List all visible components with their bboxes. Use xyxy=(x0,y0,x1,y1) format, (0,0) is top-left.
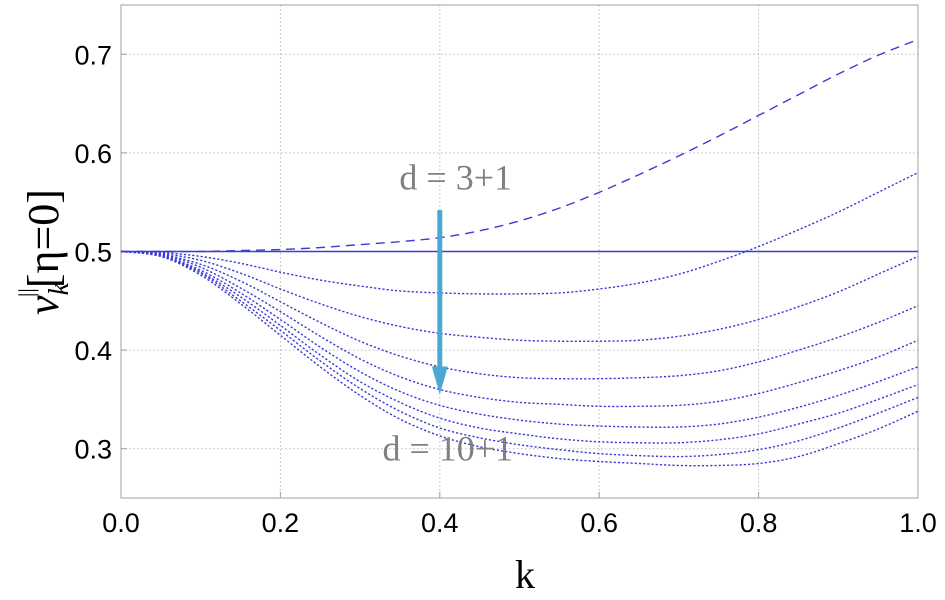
x-tick-label-4: 0.8 xyxy=(740,508,778,538)
y-axis-label-sub: k xyxy=(44,282,75,295)
y-axis-label-base: ν xyxy=(19,295,68,315)
x-tick-label-5: 1.0 xyxy=(899,508,937,538)
series-line-d10 xyxy=(120,250,919,458)
svg-text:νk||[η=0]: νk ||[η=0] xyxy=(14,189,75,315)
y-axis-label-bracket: [η=0] xyxy=(19,189,68,288)
annotation-1: d = 10+1 xyxy=(382,429,513,469)
x-tick-label-2: 0.4 xyxy=(421,508,459,538)
series-line-d11 xyxy=(120,250,919,467)
x-tick-label-0: 0.0 xyxy=(102,508,140,538)
y-axis-label-sup: || xyxy=(14,288,39,297)
y-tick-label-0: 0.3 xyxy=(74,435,112,465)
arrow-head xyxy=(431,366,448,395)
annotations: d = 3+1 d = 10+1 xyxy=(382,158,513,469)
x-axis-label: k xyxy=(515,552,535,597)
y-tick-label-2: 0.5 xyxy=(74,238,112,268)
arrow-annotation-group xyxy=(431,210,448,395)
series-line-d4 xyxy=(120,171,919,295)
series-line-d5 xyxy=(120,250,919,343)
series-line-d7 xyxy=(120,250,919,408)
series-line-d6 xyxy=(120,250,919,380)
series-line-d9 xyxy=(120,250,919,444)
series-line-d3 xyxy=(121,38,919,253)
annotation-0: d = 3+1 xyxy=(399,158,512,198)
tick-labels: 0.0 0.2 0.4 0.6 0.8 1.0 0.3 0.4 0.5 0.6 0.7 xyxy=(74,40,936,538)
series-group xyxy=(120,38,919,467)
series-line-d8 xyxy=(120,250,919,428)
y-axis-label: νk ||[η=0] xyxy=(14,189,75,315)
y-tick-label-4: 0.7 xyxy=(74,40,112,70)
y-tick-label-3: 0.6 xyxy=(74,139,112,169)
x-tick-label-1: 0.2 xyxy=(262,508,300,538)
x-tick-label-3: 0.6 xyxy=(580,508,618,538)
y-tick-label-1: 0.4 xyxy=(74,336,112,366)
